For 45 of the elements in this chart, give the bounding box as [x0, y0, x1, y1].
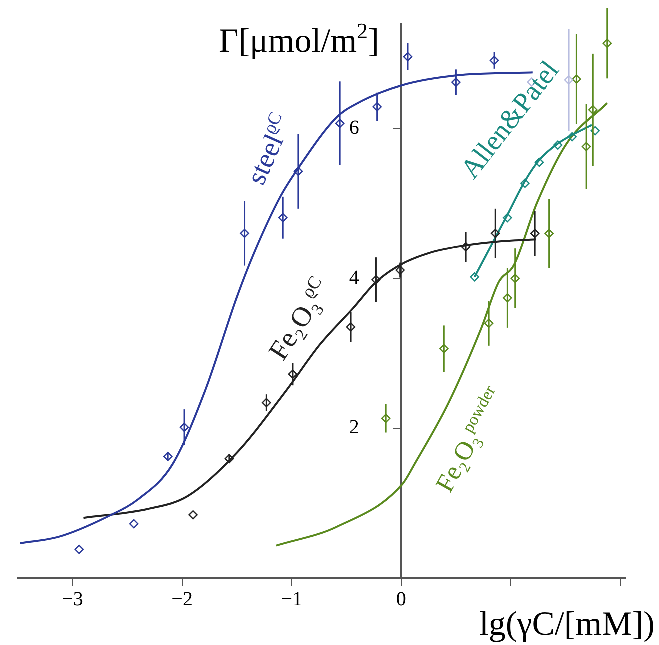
point — [461, 242, 471, 252]
point — [582, 142, 592, 152]
point — [490, 228, 500, 238]
point — [163, 452, 173, 462]
point — [452, 78, 461, 88]
point — [440, 344, 449, 354]
point — [262, 398, 272, 408]
point — [396, 266, 405, 275]
point — [278, 213, 288, 223]
point — [381, 414, 391, 424]
point — [602, 38, 612, 48]
point — [372, 275, 381, 285]
point — [180, 422, 190, 432]
point — [544, 228, 554, 238]
point — [590, 126, 600, 136]
point — [564, 76, 574, 85]
point — [188, 510, 198, 520]
annotation: steelϱC — [241, 109, 290, 190]
point — [568, 132, 577, 142]
point — [129, 519, 139, 529]
y-tick-label: 2 — [349, 416, 360, 439]
point — [470, 272, 480, 282]
point — [288, 370, 298, 380]
x-axis-title: lg(γC/[mM]) — [479, 606, 655, 643]
point — [572, 74, 582, 84]
point — [335, 118, 345, 128]
y-tick-label: 6 — [349, 117, 360, 140]
point — [503, 293, 512, 303]
point — [530, 228, 540, 238]
point — [484, 318, 494, 328]
point — [240, 228, 250, 238]
x-tick-label: 0 — [396, 588, 406, 610]
point — [372, 102, 382, 112]
point — [74, 544, 84, 554]
point — [588, 105, 598, 115]
point — [510, 274, 520, 284]
point — [503, 213, 512, 223]
x-tick-label: −3 — [62, 588, 84, 610]
point — [403, 52, 413, 62]
y-tick-label: 4 — [349, 266, 360, 289]
x-tick-label: −2 — [172, 588, 193, 610]
point — [294, 166, 304, 176]
x-tick-label: −1 — [281, 588, 303, 610]
point — [346, 322, 356, 332]
point — [224, 454, 234, 464]
